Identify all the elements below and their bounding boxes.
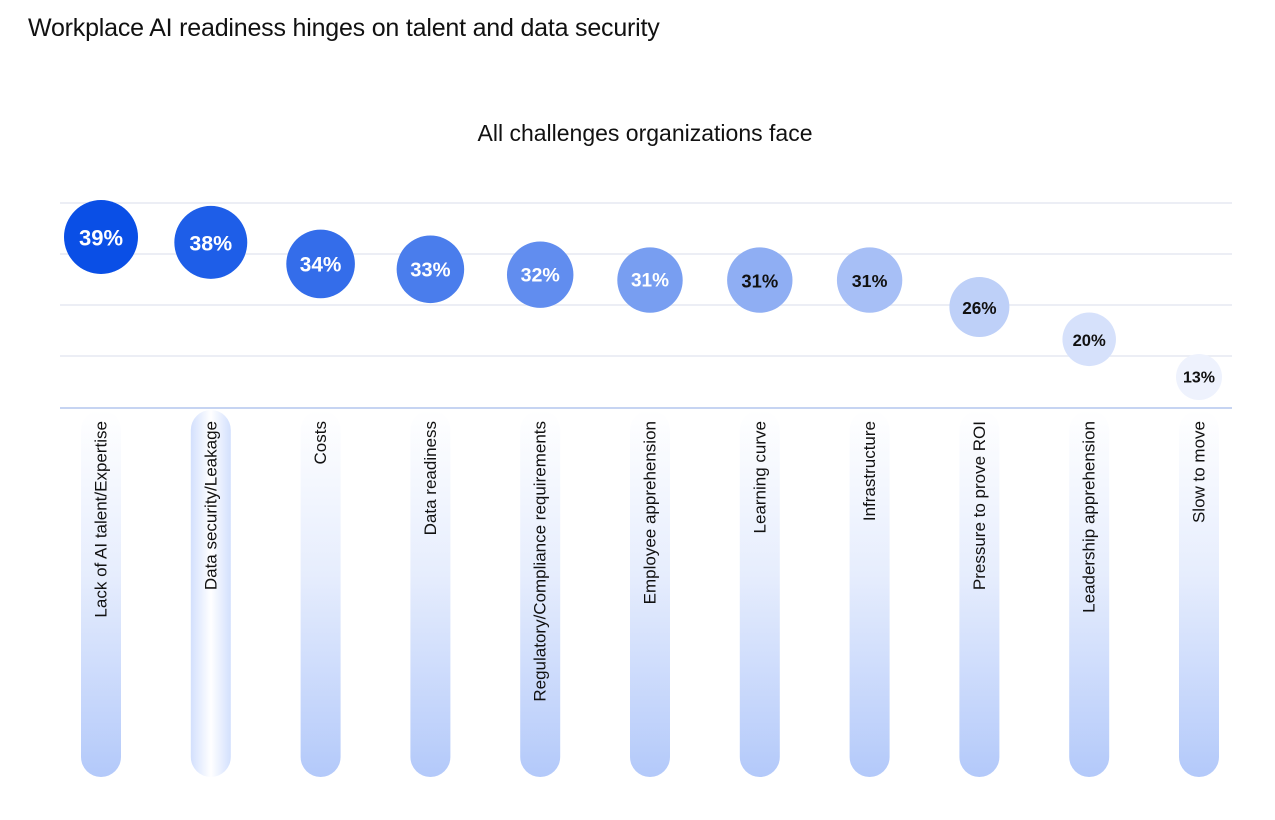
category-label: Infrastructure [860, 421, 879, 521]
value-bubble [617, 247, 683, 313]
category-pill [81, 410, 121, 777]
chart-title: All challenges organizations face [477, 120, 813, 146]
value-label: 31% [631, 271, 669, 292]
value-label: 13% [1183, 370, 1215, 387]
value-bubble [286, 229, 355, 299]
value-label: 38% [189, 231, 232, 255]
category-pill [739, 410, 780, 777]
category-pill [1179, 410, 1219, 777]
category-pill [630, 410, 670, 777]
category-label: Costs [311, 421, 330, 464]
category-label: Learning curve [750, 421, 769, 533]
category-label: Data readiness [421, 421, 440, 535]
value-label: 34% [300, 253, 342, 276]
value-label: 31% [852, 271, 888, 291]
category-pill [1069, 410, 1110, 777]
value-label: 32% [521, 265, 560, 287]
value-label: 26% [962, 298, 996, 318]
category-label: Regulatory/Compliance requirements [531, 421, 550, 702]
category-label: Slow to move [1190, 421, 1209, 523]
value-bubble [174, 205, 248, 279]
value-label: 20% [1073, 331, 1106, 350]
category-label: Lack of AI talent/Expertise [92, 421, 111, 618]
value-bubble [396, 235, 465, 304]
category-pill [300, 410, 341, 777]
category-pill [190, 410, 231, 777]
value-label: 39% [79, 226, 123, 251]
category-label: Pressure to prove ROI [970, 421, 989, 590]
value-bubble [1176, 354, 1222, 400]
category-label: Employee apprehension [641, 421, 660, 604]
category-label: Leadership apprehension [1080, 421, 1099, 613]
value-bubble [727, 247, 793, 313]
category-pill [520, 410, 561, 777]
category-pill [849, 410, 890, 777]
value-bubble [506, 241, 574, 308]
page-title: Workplace AI readiness hinges on talent … [28, 14, 660, 42]
value-label: 33% [410, 259, 450, 281]
value-bubble [949, 277, 1010, 337]
category-pill [410, 410, 451, 777]
value-bubble [64, 200, 138, 274]
value-label: 31% [741, 271, 778, 292]
value-bubble [836, 247, 903, 313]
value-bubble [1062, 312, 1116, 367]
category-label: Data security/Leakage [201, 421, 220, 590]
category-pill [959, 410, 1000, 777]
